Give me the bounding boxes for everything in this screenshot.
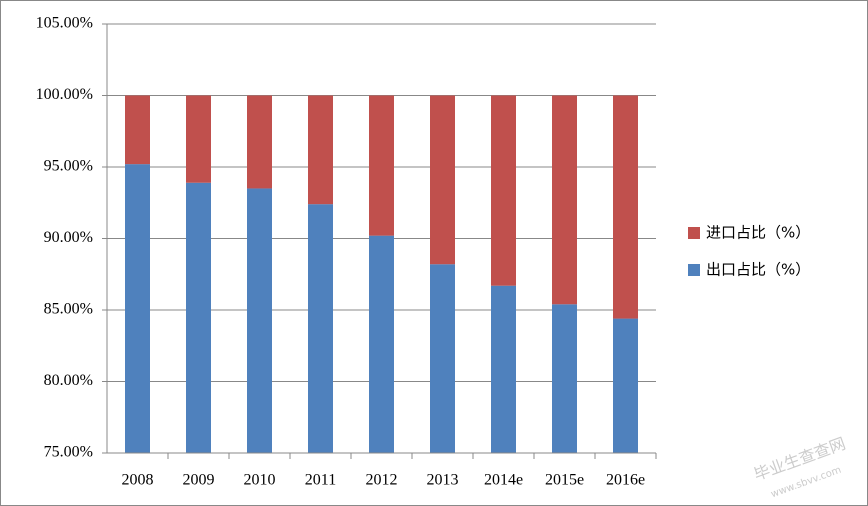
y-tick-label: 100.00% bbox=[36, 86, 93, 103]
bar-segment bbox=[613, 318, 638, 453]
y-tick-label: 90.00% bbox=[44, 229, 93, 246]
bar-segment bbox=[247, 188, 272, 453]
bar-segment bbox=[552, 304, 577, 453]
bar-segment bbox=[247, 95, 272, 189]
bar-segment bbox=[430, 95, 455, 265]
y-tick-label: 105.00% bbox=[36, 15, 93, 32]
x-tick-label: 2008 bbox=[122, 472, 154, 489]
bar-segment bbox=[125, 164, 150, 453]
bar-segment bbox=[613, 95, 638, 319]
bar-segment bbox=[491, 95, 516, 286]
legend-label: 出口占比（%） bbox=[706, 261, 810, 279]
bar-segment bbox=[308, 204, 333, 453]
x-tick-label: 2015e bbox=[545, 472, 584, 489]
bar-segment bbox=[430, 264, 455, 453]
bar-segment bbox=[186, 95, 211, 183]
x-tick-label: 2014e bbox=[484, 472, 523, 489]
bar-segment bbox=[186, 182, 211, 454]
bar-segment bbox=[491, 285, 516, 453]
bar-segment bbox=[369, 235, 394, 453]
bar-segment bbox=[552, 95, 577, 305]
x-tick-label: 2016e bbox=[606, 472, 645, 489]
y-tick-label: 80.00% bbox=[44, 372, 93, 389]
bar-segment bbox=[369, 95, 394, 236]
x-tick-label: 2011 bbox=[305, 472, 336, 489]
x-tick-label: 2010 bbox=[244, 472, 276, 489]
y-tick-label: 85.00% bbox=[44, 301, 93, 318]
bar-segment bbox=[308, 95, 333, 205]
legend-label: 进口占比（%） bbox=[706, 224, 810, 242]
y-tick-label: 95.00% bbox=[44, 158, 93, 175]
x-tick-label: 2012 bbox=[366, 472, 398, 489]
x-tick-label: 2009 bbox=[183, 472, 215, 489]
x-tick-label: 2013 bbox=[427, 472, 459, 489]
y-tick-label: 75.00% bbox=[44, 444, 93, 461]
legend-swatch bbox=[688, 264, 700, 276]
legend-swatch bbox=[688, 227, 700, 239]
bar-segment bbox=[125, 95, 150, 165]
